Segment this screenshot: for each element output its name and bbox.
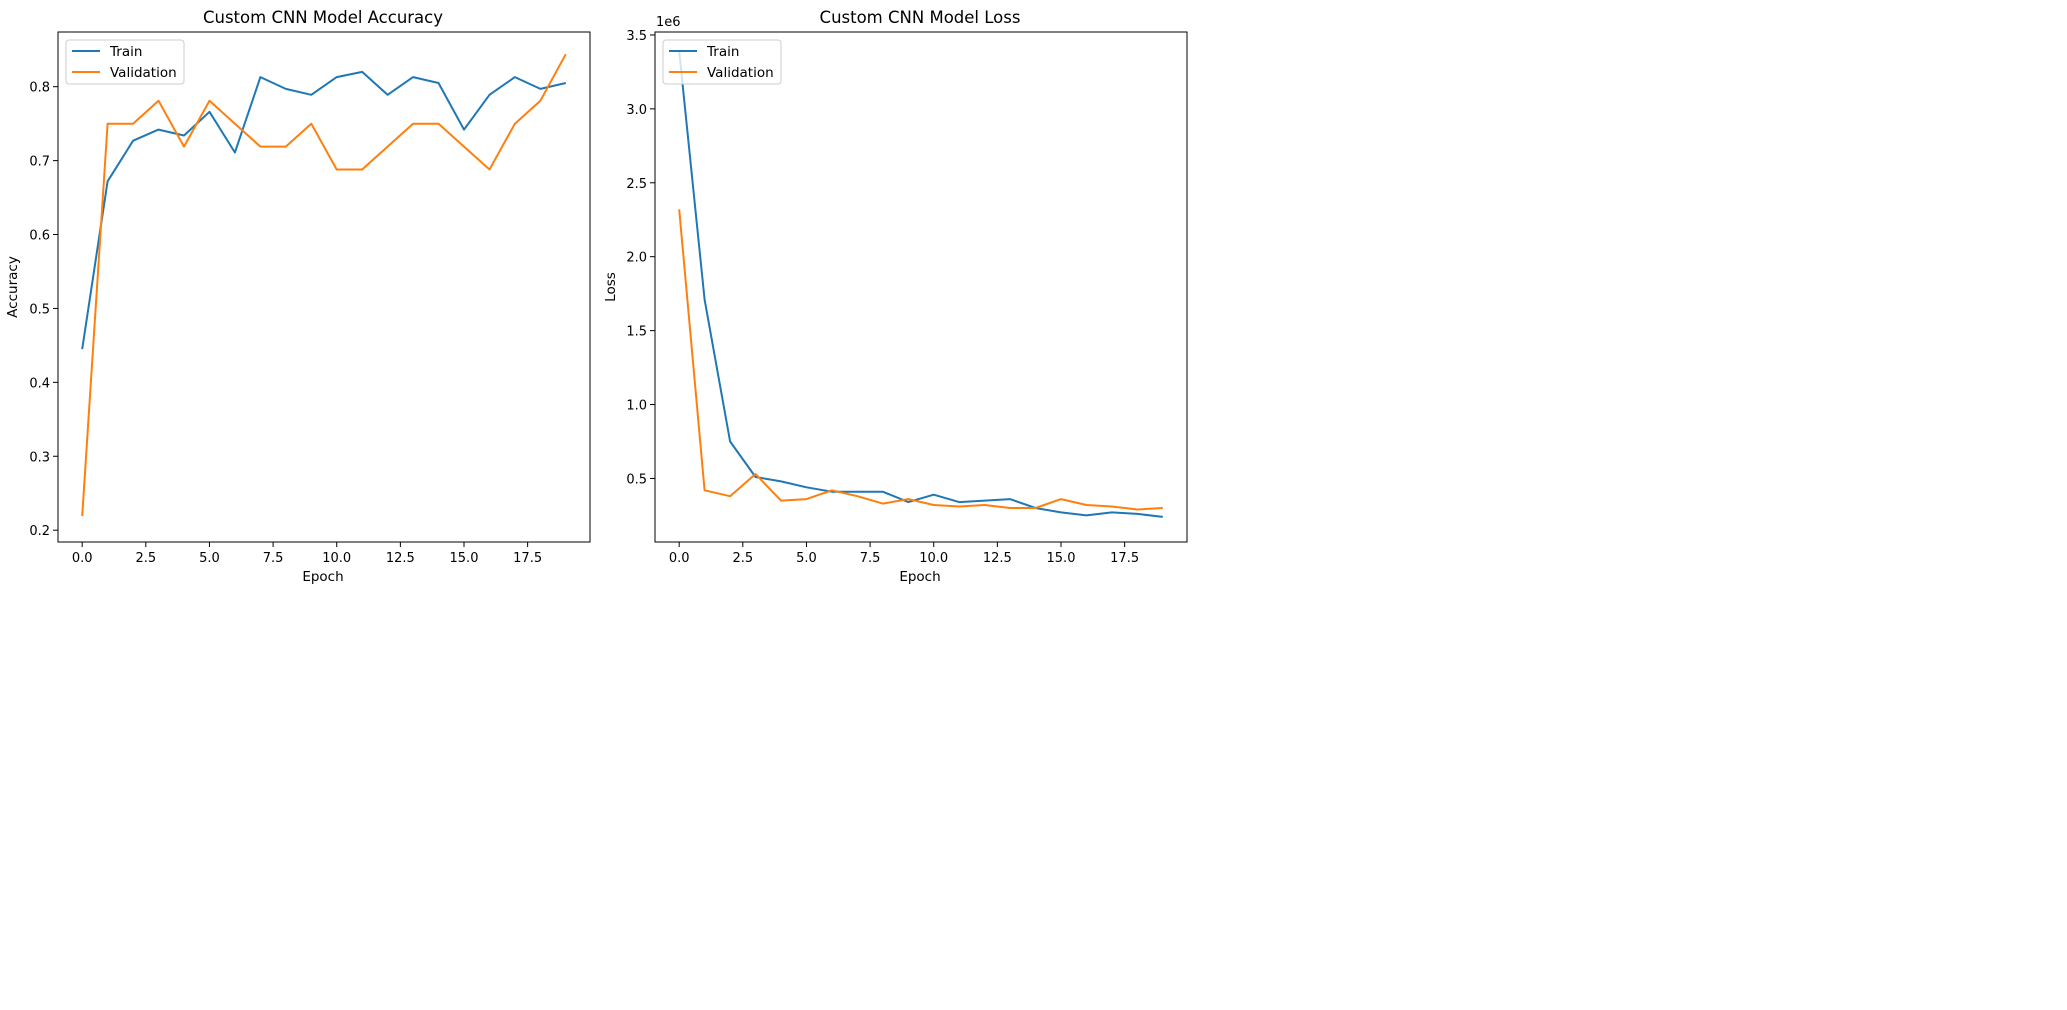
series-line-validation [81, 53, 567, 517]
x-tick-label: 5.0 [796, 551, 817, 566]
x-axis-ticks: 0.0 2.5 5.0 7.5 10.0 12.5 15.0 17.5 [72, 542, 542, 566]
x-axis-label: Epoch [899, 569, 940, 585]
y-axis-label: Accuracy [5, 256, 21, 318]
y-axis-label: Loss [603, 272, 619, 302]
chart-title: Custom CNN Model Loss [820, 8, 1021, 27]
loss-chart: Custom CNN Model Loss Epoch Loss 1e6 0.0… [603, 8, 1188, 585]
legend-label-validation: Validation [110, 65, 177, 81]
x-tick-label: 2.5 [135, 551, 156, 566]
x-tick-label: 0.0 [669, 551, 690, 566]
x-tick-label: 17.5 [513, 551, 542, 566]
y-tick-label: 0.4 [29, 376, 50, 391]
y-tick-label: 0.8 [29, 81, 50, 96]
legend-label-train: Train [109, 44, 142, 60]
x-tick-label: 10.0 [919, 551, 948, 566]
plot-frame [654, 31, 1188, 543]
x-tick-label: 12.5 [386, 551, 415, 566]
y-tick-label: 0.5 [626, 472, 647, 487]
y-tick-label: 3.5 [626, 29, 647, 44]
legend: Train Validation [65, 39, 185, 85]
plot-frame [57, 31, 591, 543]
x-tick-label: 0.0 [72, 551, 93, 566]
x-tick-label: 7.5 [263, 551, 284, 566]
x-tick-label: 10.0 [322, 551, 351, 566]
y-axis-offset-text: 1e6 [656, 15, 681, 30]
x-tick-label: 17.5 [1110, 551, 1139, 566]
y-tick-label: 1.0 [626, 399, 647, 414]
y-tick-label: 0.7 [29, 155, 50, 170]
legend: Train Validation [662, 39, 782, 85]
series-group [81, 53, 567, 517]
chart-title: Custom CNN Model Accuracy [203, 8, 443, 27]
legend-label-train: Train [706, 44, 739, 60]
series-line-validation [678, 209, 1163, 511]
y-axis-ticks: 0.2 0.3 0.4 0.5 0.6 0.7 0.8 [29, 81, 58, 539]
y-tick-label: 0.2 [29, 524, 50, 539]
y-tick-label: 3.0 [626, 103, 647, 118]
y-tick-label: 0.3 [29, 450, 50, 465]
accuracy-chart: Custom CNN Model Accuracy Epoch Accuracy… [5, 8, 591, 585]
y-axis-ticks: 0.5 1.0 1.5 2.0 2.5 3.0 3.5 [626, 29, 655, 487]
x-tick-label: 12.5 [983, 551, 1012, 566]
x-tick-label: 2.5 [732, 551, 753, 566]
x-tick-label: 15.0 [1047, 551, 1076, 566]
legend-label-validation: Validation [707, 65, 774, 81]
x-tick-label: 5.0 [199, 551, 220, 566]
y-tick-label: 0.5 [29, 302, 50, 317]
series-group [678, 51, 1163, 518]
x-axis-ticks: 0.0 2.5 5.0 7.5 10.0 12.5 15.0 17.5 [669, 542, 1139, 566]
x-axis-label: Epoch [302, 569, 343, 585]
x-tick-label: 7.5 [860, 551, 881, 566]
y-tick-label: 2.5 [626, 177, 647, 192]
series-line-train [81, 70, 567, 350]
y-tick-label: 0.6 [29, 229, 50, 244]
y-tick-label: 1.5 [626, 325, 647, 340]
y-tick-label: 2.0 [626, 251, 647, 266]
x-tick-label: 15.0 [450, 551, 479, 566]
